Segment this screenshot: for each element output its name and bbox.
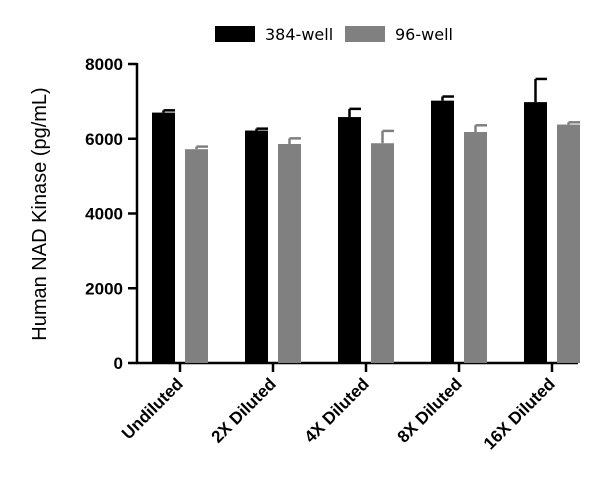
x-tick-label: 2X Diluted	[208, 374, 280, 446]
x-axis: Undiluted 2X Diluted 4X Diluted 8X Diluted 1…	[118, 361, 578, 453]
bar	[338, 117, 361, 363]
bar	[431, 100, 454, 363]
y-tick-label: 6000	[85, 130, 123, 149]
legend-label: 96-well	[395, 25, 453, 44]
y-axis: 0 2000 4000 6000 8000	[85, 55, 139, 373]
bar	[152, 112, 175, 364]
bar	[371, 143, 394, 363]
y-tick-label: 2000	[85, 279, 123, 298]
bar	[245, 130, 268, 363]
x-tick-label: 8X Diluted	[394, 374, 466, 446]
x-tick-label: 16X Diluted	[480, 374, 559, 453]
x-tick-label: 4X Diluted	[301, 374, 373, 446]
legend-swatch	[345, 26, 385, 42]
y-axis-label: Human NAD Kinase (pg/mL)	[29, 87, 51, 340]
y-tick-label: 0	[114, 354, 123, 373]
x-tick-label: Undiluted	[118, 374, 187, 443]
bar	[524, 102, 547, 363]
bars	[152, 77, 580, 364]
legend-label: 384-well	[265, 25, 333, 44]
bar	[185, 149, 208, 363]
legend: 384-well 96-well	[215, 25, 453, 44]
bar	[557, 124, 580, 363]
bar	[464, 132, 487, 363]
y-tick-label: 8000	[85, 55, 123, 74]
legend-swatch	[215, 26, 255, 42]
bar	[278, 143, 301, 363]
y-tick-label: 4000	[85, 205, 123, 224]
